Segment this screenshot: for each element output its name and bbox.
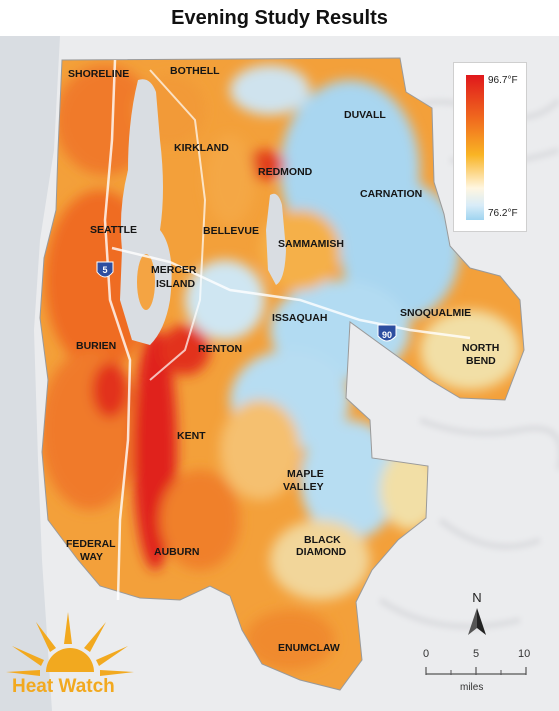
lake-sammamish [266, 193, 286, 285]
i90-shield: 90 [377, 324, 397, 342]
page-title: Evening Study Results [0, 0, 559, 36]
label-duvall: DUVALL [344, 109, 386, 121]
i5-shield: 5 [96, 261, 114, 278]
heat-watch-logo: Heat Watch [6, 610, 134, 705]
scale-bar-line [425, 667, 527, 675]
label-burien: BURIEN [76, 340, 116, 352]
svg-text:90: 90 [382, 330, 392, 340]
legend-max-label: 96.7°F [488, 75, 518, 86]
interstate-5 [103, 59, 132, 601]
label-federal-way-line1: FEDERAL [66, 538, 116, 550]
logo-text: Heat Watch [12, 676, 115, 697]
temperature-legend: 96.7°F 76.2°F [453, 62, 527, 232]
label-kent: KENT [177, 430, 206, 442]
scale-bar: 0 5 10 miles [420, 648, 540, 694]
north-label: N [472, 590, 482, 605]
label-mercer-island-line2: ISLAND [156, 278, 196, 290]
label-north-bend-line1: NORTH [462, 342, 499, 354]
label-black-diamond-line1: BLACK [304, 534, 341, 546]
legend-min-label: 76.2°F [488, 208, 518, 219]
lake-washington [120, 79, 172, 345]
label-enumclaw: ENUMCLAW [278, 642, 340, 654]
label-auburn: AUBURN [154, 546, 200, 558]
label-carnation: CARNATION [360, 188, 422, 200]
scale-tick-0: 0 [423, 648, 430, 660]
label-snoqualmie: SNOQUALMIE [400, 307, 471, 319]
label-redmond: REDMOND [258, 166, 313, 178]
county-outline [39, 57, 525, 691]
label-sammamish: SAMMAMISH [278, 238, 344, 250]
label-maple-valley-line2: VALLEY [283, 481, 324, 493]
label-bellevue: BELLEVUE [203, 225, 259, 237]
label-maple-valley-line1: MAPLE [287, 468, 324, 480]
label-issaquah: ISSAQUAH [272, 312, 327, 324]
puget-sound [0, 36, 60, 711]
sun-logo-icon [6, 612, 134, 676]
legend-color-ramp [466, 75, 484, 220]
label-kirkland: KIRKLAND [174, 142, 229, 154]
label-renton: RENTON [198, 343, 242, 355]
north-arrow: N [462, 590, 492, 638]
interstate-90 [111, 246, 471, 340]
scale-tick-5: 5 [473, 648, 480, 660]
label-mercer-island-line1: MERCER [151, 264, 197, 276]
highway-405 [149, 69, 207, 381]
label-shoreline: SHORELINE [68, 68, 129, 80]
scale-units: miles [460, 682, 484, 693]
mercer-island [137, 254, 155, 310]
label-black-diamond-line2: DIAMOND [296, 546, 347, 558]
scale-tick-10: 10 [518, 648, 531, 660]
north-arrow-icon [468, 608, 486, 635]
label-north-bend-line2: BEND [466, 355, 496, 367]
label-seattle: SEATTLE [90, 224, 137, 236]
label-bothell: BOTHELL [170, 65, 220, 77]
svg-text:5: 5 [102, 265, 107, 275]
label-federal-way-line2: WAY [80, 551, 103, 563]
